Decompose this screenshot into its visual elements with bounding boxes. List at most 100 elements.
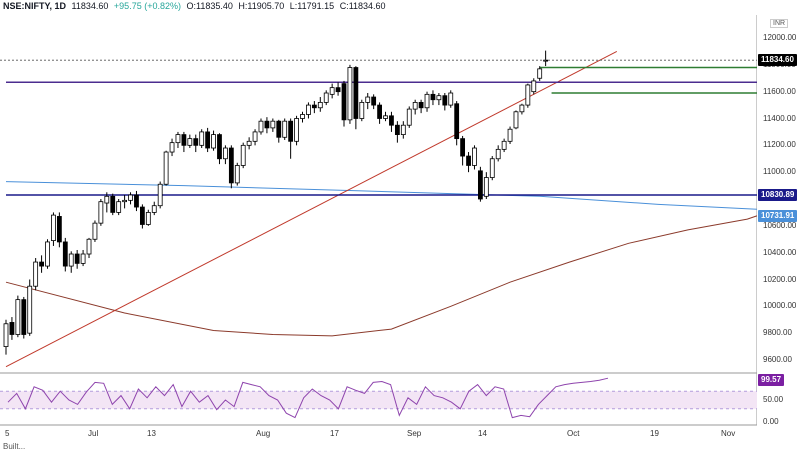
candle — [507, 128, 513, 142]
currency-label: INR — [770, 19, 789, 28]
candle — [377, 104, 382, 119]
candle — [430, 93, 436, 101]
candle — [270, 120, 276, 129]
rsi-line — [7, 377, 609, 419]
blue-moving-average — [5, 181, 757, 210]
candle — [383, 115, 388, 119]
candle — [341, 83, 347, 121]
candle — [116, 201, 122, 213]
candle — [33, 261, 39, 287]
candle — [217, 134, 222, 160]
rsi-tick: 50.00 — [763, 395, 784, 404]
candle — [228, 147, 234, 184]
candle — [335, 87, 341, 93]
price-badge: 11834.60 — [758, 54, 797, 67]
candle — [169, 142, 175, 153]
low-value: L:11791.15 — [289, 1, 335, 11]
candle — [240, 144, 246, 166]
candle — [92, 222, 98, 240]
candle — [15, 299, 21, 335]
candle — [62, 241, 68, 267]
change-value: +95.75 (+0.82%) — [113, 1, 181, 11]
candle — [359, 102, 365, 119]
candle — [74, 253, 80, 264]
candle — [21, 299, 27, 335]
candle — [300, 114, 305, 119]
last-price: 11834.60 — [71, 1, 109, 11]
candle — [282, 120, 288, 138]
symbol-title[interactable]: NSE:NIFTY, 1D — [3, 1, 67, 11]
rsi-tick: 0.00 — [763, 417, 779, 426]
candle — [98, 201, 104, 224]
candle — [234, 165, 240, 184]
price-tick: 10600.00 — [763, 220, 797, 230]
candle — [460, 138, 466, 157]
candle — [483, 177, 489, 197]
price-badge: 10830.89 — [758, 188, 798, 201]
candle — [128, 194, 133, 201]
candle — [56, 216, 62, 243]
time-tick: 17 — [330, 429, 339, 438]
price-tick: 10000.00 — [763, 301, 797, 311]
candle — [495, 148, 501, 160]
price-tick: 10200.00 — [763, 274, 797, 284]
candle — [104, 195, 110, 204]
candle — [294, 118, 299, 142]
footer-text: Built... — [3, 442, 26, 451]
price-tick: 12000.00 — [763, 33, 797, 42]
open-value: O:11835.40 — [186, 1, 233, 11]
high-value: H:11905.70 — [238, 1, 285, 11]
candle — [39, 261, 44, 267]
time-tick: Jul — [88, 429, 99, 438]
time-tick: Nov — [721, 429, 736, 438]
candle — [134, 194, 139, 208]
rsi-band — [0, 391, 757, 409]
candle — [86, 238, 92, 255]
candle — [466, 155, 471, 166]
candle — [525, 84, 531, 106]
candle — [205, 131, 211, 149]
time-tick: 13 — [147, 429, 156, 438]
time-tick: Aug — [256, 429, 271, 438]
candle — [145, 212, 151, 225]
candle — [151, 205, 157, 213]
candle — [288, 120, 294, 142]
candle — [418, 102, 424, 109]
close-value: C:11834.60 — [339, 1, 386, 11]
price-tick: 11000.00 — [763, 167, 796, 177]
candle — [537, 68, 543, 79]
candle — [306, 104, 311, 115]
candle — [519, 104, 525, 113]
candle — [276, 120, 282, 138]
rsi-badge: 99.57 — [758, 374, 785, 387]
candle — [329, 87, 335, 95]
price-tick: 9600.00 — [763, 355, 792, 364]
candle — [442, 95, 448, 106]
time-tick: 5 — [5, 429, 10, 438]
candle — [264, 120, 270, 129]
candle — [157, 183, 163, 207]
candle — [353, 67, 359, 119]
candle — [489, 158, 495, 178]
candle — [51, 214, 56, 241]
price-tick: 11200.00 — [763, 140, 796, 150]
candle — [68, 253, 74, 267]
time-tick: Oct — [567, 429, 580, 438]
candle — [258, 120, 264, 133]
candle — [193, 138, 199, 146]
candle — [412, 102, 418, 110]
candle — [448, 92, 454, 106]
candle — [406, 108, 412, 126]
price-chart[interactable] — [0, 0, 757, 440]
time-tick: Sep — [407, 429, 422, 438]
candle — [347, 67, 353, 121]
price-tick: 10400.00 — [763, 247, 797, 257]
candle — [424, 93, 430, 109]
price-tick: 11400.00 — [763, 113, 796, 123]
candle — [3, 323, 9, 347]
time-tick: 19 — [650, 429, 659, 438]
symbol-header: NSE:NIFTY, 1D 11834.60 +95.75 (+0.82%) O… — [3, 0, 389, 12]
candle — [122, 199, 127, 203]
candle — [400, 124, 406, 136]
